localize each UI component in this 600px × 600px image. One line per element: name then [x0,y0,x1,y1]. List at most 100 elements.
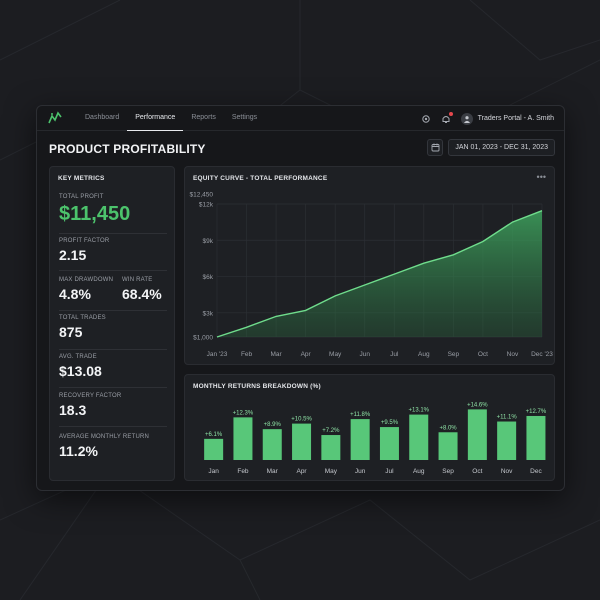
bar-value-label: +10.5% [291,417,312,423]
metric-value: 875 [59,324,83,340]
metric-label: RECOVERY FACTOR [59,393,122,399]
more-icon[interactable]: ••• [536,172,546,182]
bar-category-label: Dec [530,468,542,475]
return-bar [438,432,458,460]
metric-label: MAX DRAWDOWN [59,277,114,283]
bar-category-label: May [325,468,338,475]
topbar-actions: Traders Portal - A. Smith [421,106,554,131]
x-tick-label: Oct [478,351,488,358]
app-window: Dashboard Performance Reports Settings T… [36,105,565,491]
divider [59,270,167,271]
return-bar [467,409,487,460]
x-tick-label: Feb [241,351,253,358]
x-tick-label: Apr [301,351,312,358]
bar-value-label: +8.9% [264,422,282,428]
bar-category-label: Apr [296,468,307,475]
y-tick-label: $3k [203,310,214,317]
user-icon [460,112,473,125]
return-bar [233,417,253,460]
y-tick-label: $6k [203,274,214,281]
divider [59,349,167,350]
bar-category-label: Jul [385,468,394,475]
return-bar [497,421,517,460]
metric-label: TOTAL TRADES [59,315,106,321]
monthly-returns-chart: +6.1% Jan +12.3% Feb +8.9% Mar +10.5% Apr +7.2% M… [204,402,547,475]
nav-reports[interactable]: Reports [191,114,216,121]
metric-value: $11,450 [59,203,131,225]
x-tick-label: Dec '23 [531,351,553,358]
win-rate-metric: WIN RATE 68.4% [122,277,162,302]
gear-icon[interactable] [421,114,431,124]
x-tick-label: Aug [418,351,430,358]
equity-curve-chart: $12,450 $12k $9k $6k $3k $1,000 Jan '23 Feb Mar A… [190,192,554,359]
metric-label: PROFIT FACTOR [59,238,110,244]
metric-value: $13.08 [59,363,102,379]
equity-curve-panel: EQUITY CURVE - TOTAL PERFORMANCE ••• $12… [184,166,555,365]
bar-category-label: Jun [355,468,366,475]
bar-value-label: +12.7% [526,409,547,415]
metric-label: WIN RATE [122,277,153,283]
metric-label: TOTAL PROFIT [59,194,104,200]
key-metrics-panel: KEY METRICS TOTAL PROFIT $11,450 PROFIT … [49,166,175,481]
max-drawdown-metric: MAX DRAWDOWN 4.8% [59,277,113,302]
x-tick-label: Jun [359,351,370,358]
nav-dashboard[interactable]: Dashboard [85,114,120,121]
main-nav: Dashboard Performance Reports Settings [77,106,265,131]
date-range-selector[interactable]: JAN 01, 2023 - DEC 31, 2023 [448,139,555,156]
user-menu[interactable]: Traders Portal - A. Smith [460,112,554,125]
bar-value-label: +11.1% [497,415,518,421]
recovery-factor-metric: RECOVERY FACTOR 18.3 [59,393,121,418]
return-bar [526,415,546,460]
key-metrics-title: KEY METRICS [58,175,105,182]
nav-performance[interactable]: Performance [127,106,184,131]
y-tick-label: $12,450 [190,192,214,199]
bar-category-label: Jan [208,468,219,475]
metric-value: 68.4% [122,286,162,302]
avg-trade-metric: AVG. TRADE $13.08 [59,354,102,379]
metric-value: 18.3 [59,402,87,418]
user-name: Traders Portal - A. Smith [477,115,554,122]
avg-monthly-return-metric: AVERAGE MONTHLY RETURN 11.2% [59,434,149,459]
bar-value-label: +7.2% [322,428,340,434]
monthly-returns-title: MONTHLY RETURNS BREAKDOWN (%) [193,383,321,390]
date-picker: JAN 01, 2023 - DEC 31, 2023 [427,139,555,156]
x-tick-label: Jan '23 [207,351,228,358]
metric-value: 4.8% [59,286,91,302]
bar-category-label: Nov [501,468,513,475]
bar-category-label: Mar [267,468,279,475]
equity-line [216,210,543,338]
divider [59,310,167,311]
divider [59,387,167,388]
bar-category-label: Oct [472,468,482,475]
bell-icon[interactable] [441,111,453,124]
total-profit-metric: TOTAL PROFIT $11,450 [59,194,130,226]
bar-value-label: +6.1% [205,432,223,438]
logo-icon [48,111,62,124]
bar-value-label: +12.3% [233,410,254,416]
bar-category-label: Feb [237,468,249,475]
y-tick-label: $12k [199,202,214,209]
x-tick-label: Sep [448,351,460,358]
equity-curve-title: EQUITY CURVE - TOTAL PERFORMANCE [193,175,328,182]
metric-label: AVG. TRADE [59,354,97,360]
calendar-icon[interactable] [427,139,444,156]
metric-label: AVERAGE MONTHLY RETURN [59,434,150,440]
bar-value-label: +11.8% [350,412,371,418]
bar-value-label: +13.1% [408,408,429,414]
metric-value: 2.15 [59,247,87,263]
notification-dot [448,111,453,116]
return-bar [262,429,282,460]
page-title: PRODUCT PROFITABILITY [49,142,206,156]
total-trades-metric: TOTAL TRADES 875 [59,315,106,340]
x-tick-label: Jul [390,351,399,358]
return-bar [204,438,224,460]
x-tick-label: Nov [507,351,519,358]
bar-category-label: Aug [413,468,425,475]
bar-value-label: +14.6% [467,402,488,408]
bar-value-label: +8.0% [439,425,457,431]
divider [59,233,167,234]
profit-factor-metric: PROFIT FACTOR 2.15 [59,238,109,263]
metric-value: 11.2% [59,443,98,459]
nav-settings[interactable]: Settings [231,114,258,121]
bar-category-label: Sep [442,468,454,475]
